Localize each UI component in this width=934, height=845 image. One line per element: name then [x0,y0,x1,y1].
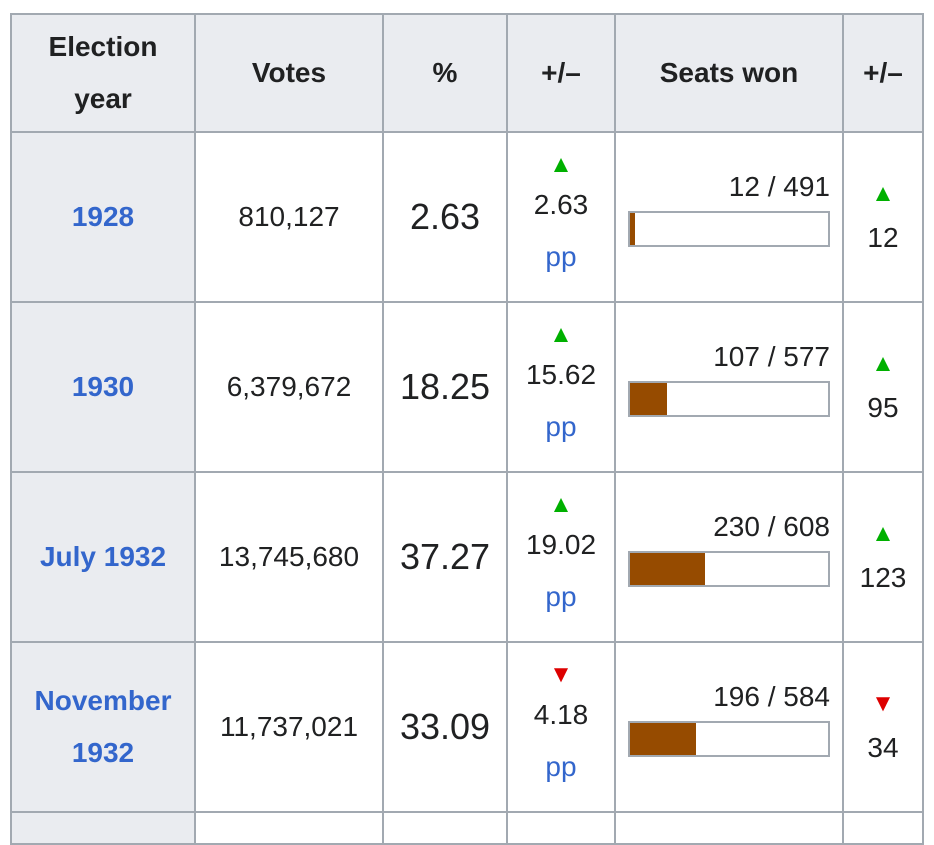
election-year-cell: 1930 [10,301,196,473]
percent-change-cell: ▲ 2.63 pp [506,131,616,303]
seat-change-cell: ▲ 12 [842,131,924,303]
seat-change-value: 95 [867,392,899,423]
table-row: July 1932 13,745,680 37.27 ▲ 19.02 pp 23… [10,471,924,643]
increase-arrow-icon: ▲ [549,151,573,178]
seat-change-cell: ▲ 123 [842,471,924,643]
election-year-link[interactable]: November [34,685,172,716]
header-percent: % [382,13,508,133]
percent-change-value: 15.62 [525,359,597,390]
header-row: Election year Votes % +/– Seats won +/– [10,13,924,133]
seats-won-value: 230 / 608 [713,511,830,542]
table-row: 1928 810,127 2.63 ▲ 2.63 pp 12 / 491 ▲ 1… [10,131,924,303]
seats-won-value: 196 / 584 [713,681,830,712]
seats-won-value: 107 / 577 [713,341,830,372]
header-percent-change: +/– [506,13,616,133]
votes-cell: 13,745,680 [194,471,384,643]
decrease-arrow-icon: ▼ [871,690,895,717]
percent-change-value: 2.63 [533,189,589,220]
header-election-year: Election year [10,13,196,133]
seats-won-cell: 196 / 584 [614,641,844,813]
seats-won-cell: 230 / 608 [614,471,844,643]
percent-change-cell: ▲ 19.02 pp [506,471,616,643]
percent-change-cell: ▼ 4.18 pp [506,641,616,813]
election-year-link[interactable]: 1932 [71,737,135,768]
seats-bar [628,551,830,587]
seats-won-cell [614,811,844,845]
percent-change-cell: ▲ 15.62 pp [506,301,616,473]
seat-change-cell: ▲ 95 [842,301,924,473]
seat-change-cell: ▼ 34 [842,641,924,813]
seats-bar-fill [630,213,635,245]
seat-change-cell [842,811,924,845]
percentage-point-link[interactable]: pp [545,411,577,442]
election-year-cell: 1928 [10,131,196,303]
votes-cell: 11,737,021 [194,641,384,813]
percent-cell: 33.09 [382,641,508,813]
percent-cell [382,811,508,845]
seats-won-cell: 107 / 577 [614,301,844,473]
header-seat-change: +/– [842,13,924,133]
seats-bar [628,721,830,757]
percent-cell: 37.27 [382,471,508,643]
table-row [10,811,924,845]
table-row: 1930 6,379,672 18.25 ▲ 15.62 pp 107 / 57… [10,301,924,473]
seats-bar-fill [630,553,705,585]
votes-cell: 810,127 [194,131,384,303]
seat-change-value: 12 [867,222,899,253]
election-year-link[interactable]: July 1932 [39,541,167,572]
election-year-cell: July 1932 [10,471,196,643]
election-year-cell [10,811,196,845]
header-votes: Votes [194,13,384,133]
seats-won-cell: 12 / 491 [614,131,844,303]
header-year-line1: Election [48,31,158,62]
increase-arrow-icon: ▲ [549,491,573,518]
percentage-point-link[interactable]: pp [545,751,577,782]
election-results-table: Election year Votes % +/– Seats won +/– … [10,13,924,845]
percent-cell: 18.25 [382,301,508,473]
election-year-cell: November 1932 [10,641,196,813]
seats-won-value: 12 / 491 [728,171,830,202]
increase-arrow-icon: ▲ [871,520,895,547]
increase-arrow-icon: ▲ [871,350,895,377]
percent-change-value: 4.18 [533,699,589,730]
election-year-link[interactable]: 1928 [71,201,135,232]
increase-arrow-icon: ▲ [549,321,573,348]
percent-change-cell [506,811,616,845]
seat-change-value: 34 [867,732,899,763]
percentage-point-link[interactable]: pp [545,241,577,272]
seats-bar-fill [630,723,697,755]
seats-bar [628,381,830,417]
seats-bar [628,211,830,247]
increase-arrow-icon: ▲ [871,180,895,207]
votes-cell [194,811,384,845]
seat-change-value: 123 [859,562,907,593]
decrease-arrow-icon: ▼ [549,661,573,688]
header-year-line2: year [74,83,132,114]
percent-change-value: 19.02 [525,529,597,560]
table-row: November 1932 11,737,021 33.09 ▼ 4.18 pp … [10,641,924,813]
seats-bar-fill [630,383,667,415]
header-seats-won: Seats won [614,13,844,133]
percentage-point-link[interactable]: pp [545,581,577,612]
election-year-link[interactable]: 1930 [71,371,135,402]
percent-cell: 2.63 [382,131,508,303]
votes-cell: 6,379,672 [194,301,384,473]
